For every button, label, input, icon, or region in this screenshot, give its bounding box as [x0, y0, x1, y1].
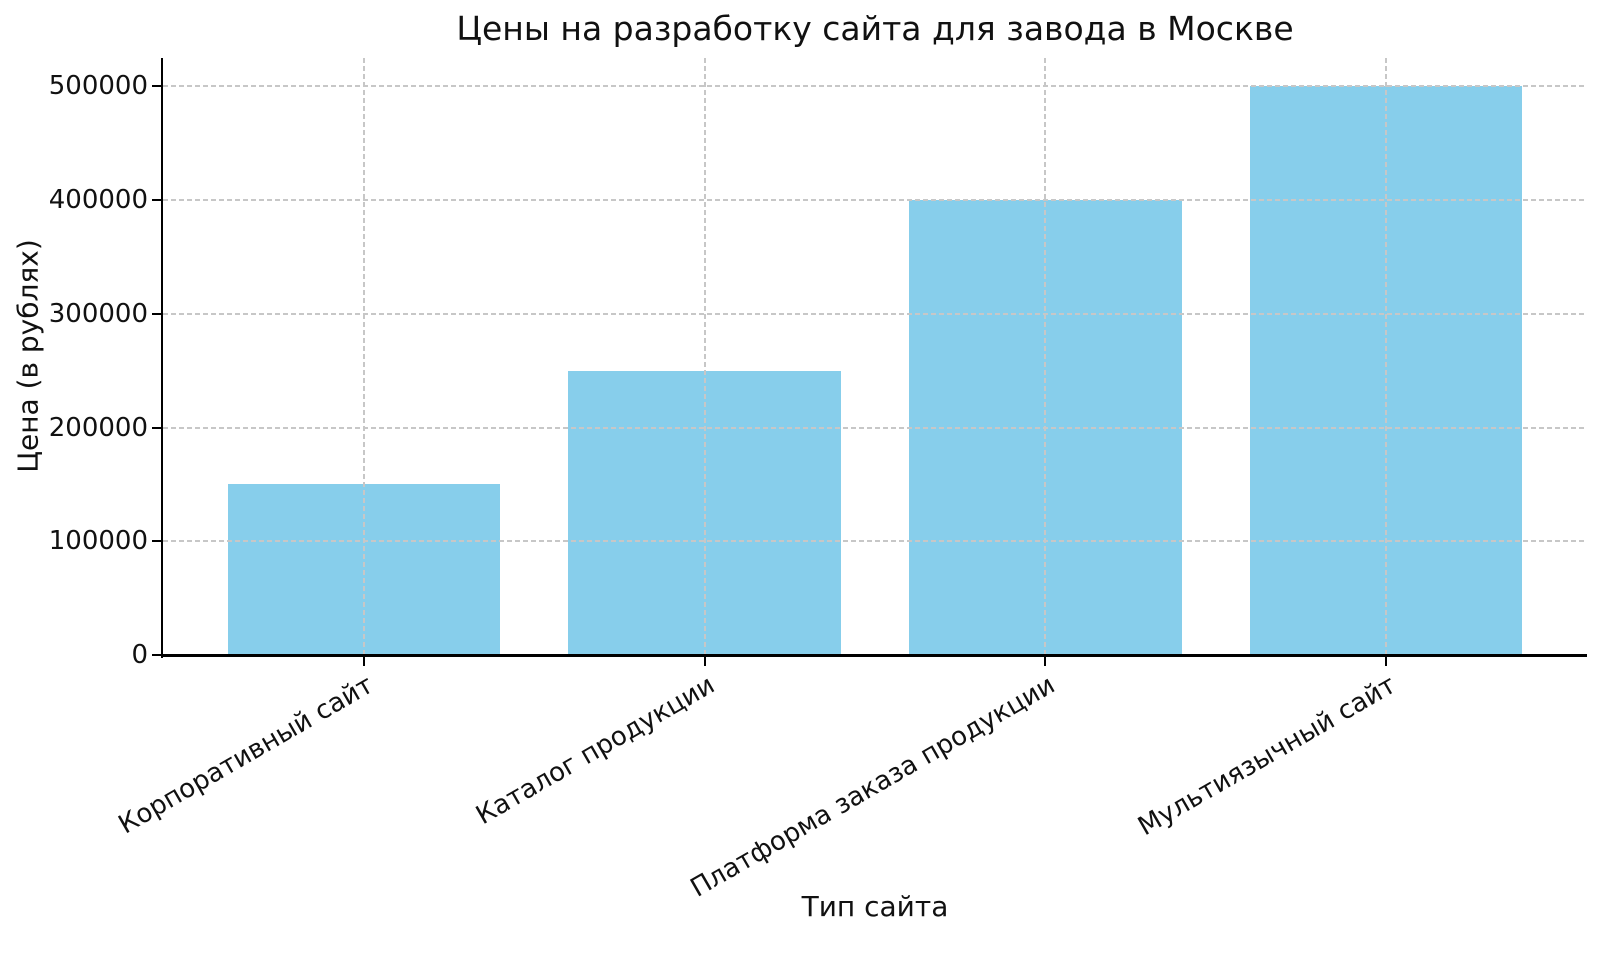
y-tick-label: 500000 [48, 71, 148, 102]
y-axis-spine [161, 58, 163, 658]
y-gridline [163, 312, 1587, 315]
x-tick-mark [362, 657, 365, 666]
x-tick-label: Мультиязычный сайт [1133, 670, 1402, 843]
y-tick-label: 300000 [48, 298, 148, 329]
y-tick-label: 200000 [48, 412, 148, 443]
x-gridline [362, 58, 365, 655]
x-gridline [1385, 58, 1387, 655]
y-tick-mark [152, 85, 161, 88]
x-gridline [1044, 58, 1047, 655]
y-tick-mark [152, 426, 161, 429]
x-tick-mark [1385, 657, 1387, 666]
x-tick-label: Каталог продукции [470, 670, 720, 831]
y-tick-label: 100000 [48, 526, 148, 557]
y-tick-mark [152, 199, 161, 202]
x-tick-label: Корпоративный сайт [114, 670, 379, 841]
x-tick-label: Платформа заказа продукции [685, 670, 1061, 904]
y-gridline [163, 199, 1587, 202]
plot-area: 0 100000 200000 300000 400000 500000 Корпорати… [49, 58, 1587, 904]
y-tick-mark [152, 540, 161, 543]
x-gridline [703, 58, 706, 655]
y-gridline [163, 85, 1587, 88]
y-gridline [163, 540, 1587, 543]
y-tick-mark [152, 654, 161, 656]
y-tick-label: 0 [131, 640, 148, 670]
chart-title: Цены на разработку сайта для завода в Мо… [456, 9, 1294, 48]
y-gridline [163, 426, 1587, 429]
x-tick-mark [1044, 657, 1047, 666]
x-axis-spine [161, 654, 1587, 657]
x-tick-mark [703, 657, 706, 666]
x-axis-label: Тип сайта [801, 890, 949, 923]
y-tick-mark [152, 312, 161, 315]
y-tick-label: 400000 [48, 185, 148, 216]
